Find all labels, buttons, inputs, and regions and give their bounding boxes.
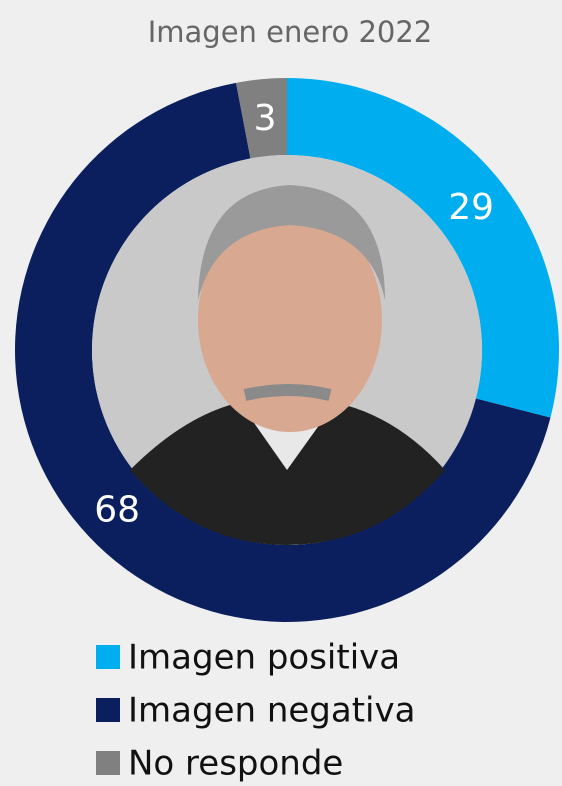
donut-segment [236, 78, 287, 159]
legend-label: No responde [128, 744, 343, 784]
data-label: 68 [94, 489, 140, 530]
chart-title: Imagen enero 2022 [148, 15, 433, 49]
legend-swatch [96, 645, 120, 669]
donut: 29 68 3 [14, 78, 559, 623]
data-label: 3 [254, 98, 277, 139]
legend-swatch [96, 751, 120, 775]
legend-swatch [96, 698, 120, 722]
legend-label: Imagen negativa [128, 691, 415, 731]
legend: Imagen positiva Imagen negativa No respond… [96, 638, 415, 784]
donut-segment [287, 78, 559, 418]
photo-placeholder [92, 155, 482, 545]
legend-label: Imagen positiva [128, 638, 400, 678]
data-label: 29 [448, 187, 494, 228]
